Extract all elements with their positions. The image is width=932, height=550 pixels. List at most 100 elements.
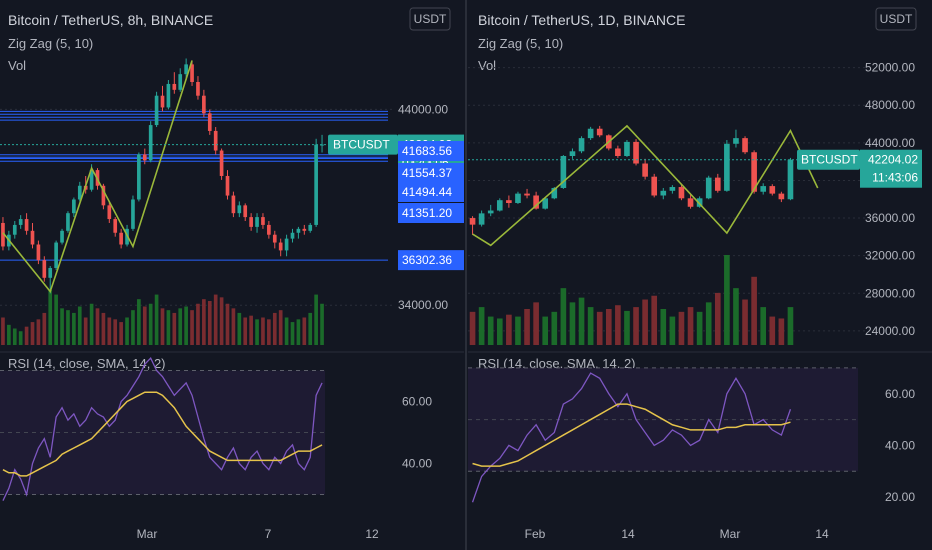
right-volume-legend[interactable]: Vol: [478, 58, 496, 73]
right-volume-bar: [578, 297, 585, 345]
left-volume-bar: [36, 319, 41, 345]
right-candle-body: [778, 193, 785, 200]
left-volume-bar: [42, 312, 47, 345]
right-candle-body: [705, 177, 712, 199]
left-candle: [231, 191, 236, 218]
left-candle: [137, 152, 141, 202]
left-level-label[interactable]: 41351.20: [398, 203, 464, 223]
left-volume-bar: [148, 303, 153, 345]
right-candle: [533, 191, 539, 210]
left-candle-body: [89, 170, 94, 190]
right-rsi-tick: 60.00: [885, 387, 915, 401]
left-volume-bar: [231, 308, 236, 345]
left-zigzag-legend[interactable]: Zig Zag (5, 10): [8, 36, 93, 51]
right-last-price-tag[interactable]: 42204.02 11:43:06: [860, 149, 922, 188]
left-symbol-tag[interactable]: BTCUSDT: [328, 134, 398, 155]
left-candle: [196, 76, 200, 100]
left-candle-body: [18, 219, 23, 225]
left-volume-bar: [7, 324, 11, 345]
right-countdown: 11:43:06: [872, 171, 918, 185]
left-level-label[interactable]: 41683.56: [398, 141, 464, 161]
right-candle: [578, 136, 585, 154]
right-candle: [624, 140, 630, 157]
right-rsi-line: [471, 372, 792, 503]
right-zigzag-legend[interactable]: Zig Zag (5, 10): [478, 36, 563, 51]
right-candle-body: [696, 198, 703, 207]
right-volume-bar: [778, 318, 785, 345]
left-level-label[interactable]: 36302.36: [398, 250, 464, 271]
right-time-tick: 14: [815, 527, 829, 541]
right-candle: [506, 195, 512, 208]
left-price-tick: 34000.00: [398, 298, 448, 312]
left-candle-body: [314, 144, 318, 225]
right-candle-body: [760, 186, 767, 192]
right-candle: [596, 125, 603, 138]
left-level-label[interactable]: 41554.37: [398, 163, 464, 183]
right-volume-bar: [506, 314, 512, 345]
left-volume-legend[interactable]: Vol: [8, 58, 26, 73]
left-level-label-bg: [398, 203, 464, 223]
right-volume-bar: [496, 318, 503, 345]
left-volume-bar: [219, 297, 224, 345]
left-volume-bar: [308, 312, 313, 345]
right-price-tick: 24000.00: [865, 324, 915, 338]
right-candle: [687, 193, 694, 209]
right-candle: [696, 196, 703, 208]
left-candle-body: [24, 219, 29, 231]
right-symbol-tag[interactable]: BTCUSDT: [797, 149, 860, 170]
left-level-label-text: 41494.44: [402, 185, 452, 199]
right-candle: [705, 175, 712, 200]
right-candle: [642, 158, 648, 180]
left-volume-bar: [66, 310, 70, 345]
left-candle: [66, 211, 70, 233]
right-candle: [487, 204, 494, 217]
right-candle: [542, 197, 549, 210]
right-currency-badge[interactable]: USDT: [875, 7, 917, 31]
right-symbol-tag-bg: [797, 149, 860, 170]
left-candle: [30, 222, 35, 249]
right-plot[interactable]: 52000.0048000.0044000.0040000.0036000.00…: [468, 61, 932, 541]
right-candle: [524, 188, 530, 199]
right-volume-bar: [714, 292, 721, 345]
left-rsi-legend[interactable]: RSI (14, close, SMA, 14, 2): [8, 356, 166, 371]
right-volume-bar: [515, 316, 521, 345]
left-volume-bar: [213, 294, 218, 345]
left-volume-bar: [302, 317, 307, 345]
left-candle-body: [320, 144, 324, 146]
left-time-tick: 12: [365, 527, 379, 541]
right-candle-body: [551, 187, 558, 199]
left-candle-body: [160, 95, 165, 108]
left-candle-body: [267, 224, 271, 235]
right-candle: [587, 126, 594, 141]
left-volume-bar: [243, 317, 248, 345]
right-time-tick: Feb: [525, 527, 546, 541]
left-candle: [290, 228, 295, 243]
right-candle: [787, 157, 794, 201]
right-candle-body: [624, 141, 630, 156]
right-candle-body: [787, 159, 794, 200]
right-volume-bar: [524, 309, 530, 345]
left-volume-bar: [272, 312, 277, 345]
left-volume-bar: [1, 317, 5, 345]
left-currency-badge-label: USDT: [414, 12, 447, 26]
left-currency-badge[interactable]: USDT: [409, 7, 451, 31]
left-candle: [237, 201, 242, 218]
right-volume-bar: [742, 299, 748, 345]
right-rsi-legend[interactable]: RSI (14, close, SMA, 14, 2): [478, 356, 636, 371]
left-volume-bar: [119, 322, 123, 345]
left-candle: [107, 201, 112, 223]
right-volume-bar: [633, 307, 639, 345]
right-volume-bar: [596, 311, 603, 345]
right-candle-body: [506, 200, 512, 204]
left-candle-body: [219, 150, 224, 176]
right-candle-body: [487, 210, 494, 214]
left-volume-bar: [278, 310, 283, 345]
left-level-label[interactable]: 41494.44: [398, 182, 464, 202]
left-plot[interactable]: 44000.00 34000.00 60.00 40.00 Mar 7 12 BTCUSDT 4…: [0, 58, 464, 541]
left-price-tick: 44000.00: [398, 102, 448, 116]
left-candle-body: [308, 224, 313, 231]
right-time-tick: Mar: [720, 527, 741, 541]
left-candle-body: [202, 95, 206, 114]
